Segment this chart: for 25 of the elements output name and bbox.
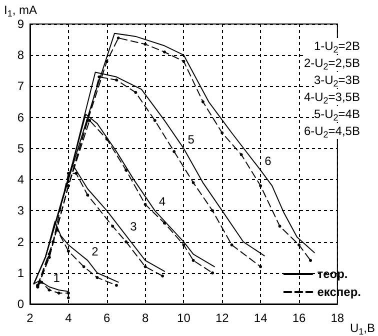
- annotation: 1: [53, 270, 60, 285]
- annotation: 5: [188, 132, 195, 146]
- y-tick-label: 1: [17, 266, 24, 280]
- y-tick-label: 9: [17, 17, 24, 31]
- x-tick-label: 18: [330, 311, 344, 325]
- y-tick-label: 7: [17, 79, 24, 94]
- x-tick-label: 12: [215, 311, 230, 325]
- y-tick-label: 5: [17, 141, 24, 156]
- x-tick-label: 16: [292, 311, 306, 325]
- x-tick-label: 4: [65, 311, 72, 325]
- x-tick-label: 6: [104, 311, 111, 325]
- annotation: 2: [92, 244, 99, 258]
- y-tick-label: 6: [17, 110, 24, 124]
- y-tick-label: 3: [17, 204, 24, 218]
- annotation: 6: [264, 154, 272, 168]
- x-tick-label: 8: [142, 311, 149, 325]
- x-tick-label: 2: [26, 311, 34, 325]
- y-tick-label: 8: [17, 48, 24, 62]
- annotation: 4: [158, 194, 166, 209]
- annotation: 3: [130, 220, 138, 234]
- x-tick-label: 14: [254, 311, 268, 325]
- y-tick-label: 2: [17, 234, 24, 249]
- y-tick-label: 4: [17, 172, 24, 187]
- x-tick-label: 10: [177, 311, 191, 325]
- y-tick-label: 0: [17, 297, 24, 311]
